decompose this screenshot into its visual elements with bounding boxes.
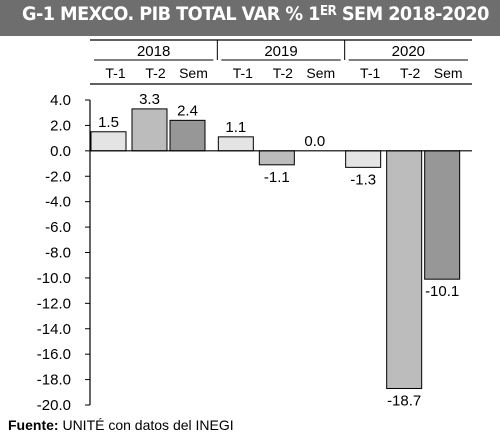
data-label: -1.3 <box>350 171 376 188</box>
category-label: T-2 <box>400 65 420 81</box>
y-tick-label: 2.0 <box>50 117 71 134</box>
source-text: UNITÉ con datos del INEGI <box>58 417 234 433</box>
bar-2019-T-1 <box>217 136 254 152</box>
y-tick-label: -6.0 <box>45 219 71 236</box>
category-label: T-1 <box>360 65 380 81</box>
chart-title: G-1 MEXCO. PIB TOTAL VAR % 1ER SEM 2018-… <box>22 3 489 25</box>
y-tick-label: -2.0 <box>45 168 71 185</box>
data-label: -10.1 <box>425 283 459 300</box>
data-label: 2.4 <box>177 102 198 119</box>
chart-title-main: G-1 MEXCO. PIB TOTAL VAR % 1 <box>22 3 320 25</box>
bar-2018-Sem <box>169 119 206 152</box>
bar-2020-Sem <box>424 150 461 280</box>
bar-2020-T-1 <box>345 150 382 168</box>
source-label: Fuente: <box>8 417 59 433</box>
year-label: 2018 <box>137 43 170 60</box>
category-label: Sem <box>179 65 208 81</box>
category-label: T-1 <box>105 65 125 81</box>
data-label: 1.1 <box>225 119 246 136</box>
title-bar: G-1 MEXCO. PIB TOTAL VAR % 1ER SEM 2018-… <box>0 0 500 36</box>
y-tick-label: -4.0 <box>45 194 71 211</box>
category-label: T-2 <box>273 65 293 81</box>
bar-2020-T-2 <box>386 150 423 389</box>
data-label: 3.3 <box>139 91 160 108</box>
bar-2019-T-2 <box>258 150 295 166</box>
data-label: -18.7 <box>387 392 421 409</box>
source-note: Fuente: UNITÉ con datos del INEGI <box>8 417 234 433</box>
year-label: 2019 <box>264 43 297 60</box>
data-label: 0.0 <box>304 133 325 150</box>
y-tick-label: -20.0 <box>37 397 71 414</box>
bar-2018-T-2 <box>131 108 168 152</box>
data-label: 1.5 <box>98 114 119 131</box>
category-label: T-1 <box>233 65 253 81</box>
y-tick-label: -18.0 <box>37 372 71 389</box>
y-tick-label: -16.0 <box>37 346 71 363</box>
y-tick-label: 4.0 <box>50 92 71 109</box>
chart-title-rest: SEM 2018-2020 <box>336 3 490 25</box>
category-label: Sem <box>434 65 463 81</box>
category-label: T-2 <box>145 65 165 81</box>
category-label: Sem <box>306 65 335 81</box>
bar-2018-T-1 <box>90 131 127 152</box>
y-tick-label: -14.0 <box>37 321 71 338</box>
y-tick-label: -12.0 <box>37 295 71 312</box>
y-tick-label: 0.0 <box>50 143 71 160</box>
y-tick-label: -8.0 <box>45 245 71 262</box>
y-tick-label: -10.0 <box>37 270 71 287</box>
chart-title-superscript: ER <box>319 4 337 19</box>
year-label: 2020 <box>392 43 425 60</box>
data-label: -1.1 <box>264 169 290 186</box>
